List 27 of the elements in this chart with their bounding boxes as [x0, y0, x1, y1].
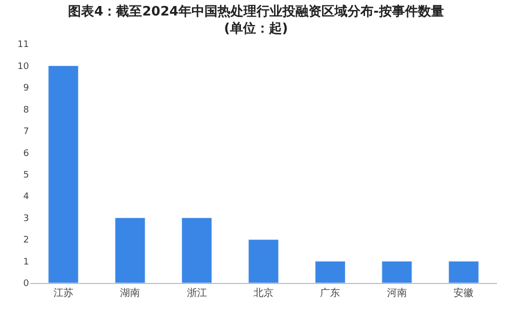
y-tick-label: 2 [23, 236, 29, 246]
y-tick-label: 5 [23, 170, 29, 181]
y-tick-label: 10 [18, 62, 30, 72]
y-tick-label: 9 [23, 84, 30, 94]
bar [448, 261, 479, 283]
y-tick-label: 0 [23, 279, 30, 290]
y-tick-label: 7 [23, 127, 29, 138]
x-tick-label: 安徽 [454, 287, 474, 299]
bar [182, 218, 212, 283]
y-tick-label: 6 [23, 148, 30, 159]
x-tick-label: 湖南 [120, 287, 140, 299]
y-tick-label: 1 [23, 257, 29, 268]
x-tick-label: 广东 [320, 287, 340, 299]
bar [248, 239, 279, 283]
bar [48, 65, 79, 283]
x-tick-label: 江苏 [53, 287, 74, 299]
x-tick-label: 北京 [254, 287, 274, 299]
bar [382, 261, 412, 283]
y-tick-label: 4 [23, 192, 30, 202]
bar [114, 218, 146, 283]
x-tick-label: 浙江 [186, 287, 207, 299]
y-tick-label: 8 [23, 105, 30, 116]
y-tick-label: 11 [18, 40, 29, 50]
y-tick-label: 3 [23, 214, 29, 224]
bar [314, 261, 346, 283]
x-tick-label: 河南 [386, 287, 407, 299]
chart-title: 图表4：截至2024年中国热处理行业投融资区域分布-按事件数量 (单位：起) [68, 4, 444, 36]
